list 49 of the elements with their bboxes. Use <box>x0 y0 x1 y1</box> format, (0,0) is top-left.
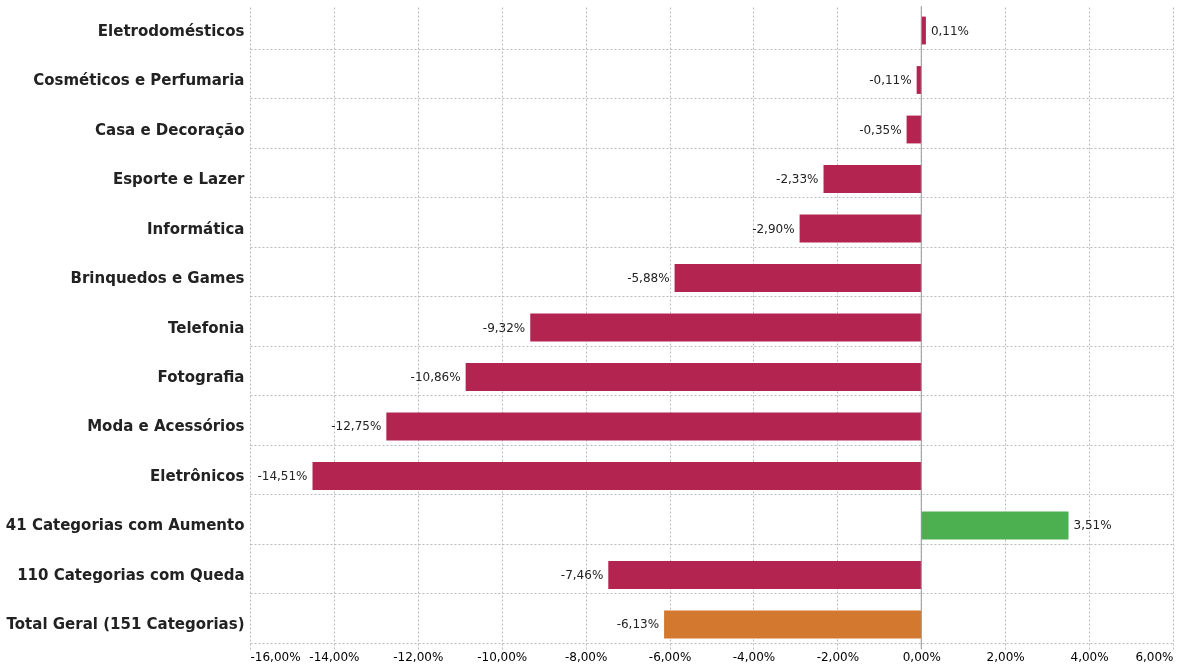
data-label: 3,51% <box>1073 518 1112 533</box>
bar <box>465 363 922 391</box>
bar <box>823 165 922 193</box>
y-tick-label: 41 Categorias com Aumento <box>5 516 245 535</box>
x-tick-label: -14,00% <box>309 649 360 664</box>
x-tick-label: -16,00% <box>250 649 301 664</box>
bar <box>530 313 922 342</box>
data-label: -5,88% <box>627 271 670 285</box>
y-tick-label: Brinquedos e Games <box>70 269 245 287</box>
x-tick-label: -8,00% <box>564 649 608 664</box>
bar <box>921 511 1069 540</box>
data-label: -0,35% <box>859 122 902 137</box>
y-tick-label: Total Geral (151 Categorias) <box>6 615 245 634</box>
x-tick-label: 0,00% <box>902 649 941 664</box>
bar <box>906 115 922 144</box>
bar <box>674 264 922 292</box>
y-tick-label: Esporte e Lazer <box>112 170 246 188</box>
data-label: -9,32% <box>482 320 526 335</box>
bar <box>386 412 922 441</box>
data-label: -12,75% <box>331 419 382 434</box>
bar <box>799 214 922 243</box>
data-label: -0,11% <box>869 73 912 87</box>
data-label: -10,86% <box>410 370 461 384</box>
x-tick-label: -12,00% <box>393 649 444 664</box>
x-tick-label: -4,00% <box>732 649 776 664</box>
y-tick-label: Informática <box>146 219 245 238</box>
y-tick-label: Eletrônicos <box>150 467 245 485</box>
y-tick-label: Fotografia <box>157 368 245 386</box>
x-tick-label: 4,00% <box>1070 649 1109 664</box>
bar <box>664 610 922 639</box>
x-tick-label: 2,00% <box>986 649 1025 664</box>
data-label: -14,51% <box>257 469 308 483</box>
y-tick-label: Moda e Acessórios <box>87 417 245 436</box>
bar <box>608 561 922 589</box>
data-label: -2,33% <box>776 172 819 186</box>
x-tick-label: -2,00% <box>816 649 860 664</box>
data-label: -6,13% <box>616 617 660 632</box>
y-tick-label: 110 Categorias com Queda <box>17 566 245 584</box>
y-tick-label: Casa e Decoração <box>95 120 245 139</box>
bar <box>312 462 922 490</box>
y-tick-label: Cosméticos e Perfumaria <box>33 71 245 89</box>
x-tick-label: -10,00% <box>477 649 528 664</box>
x-tick-label: -6,00% <box>648 649 692 664</box>
data-label: -2,90% <box>752 221 795 236</box>
data-label: -7,46% <box>560 568 604 582</box>
data-label: 0,11% <box>930 23 970 38</box>
y-tick-label: Eletrodomésticos <box>97 21 245 40</box>
x-tick-label: 6,00% <box>1135 649 1174 664</box>
y-tick-label: Telefonia <box>167 318 245 337</box>
